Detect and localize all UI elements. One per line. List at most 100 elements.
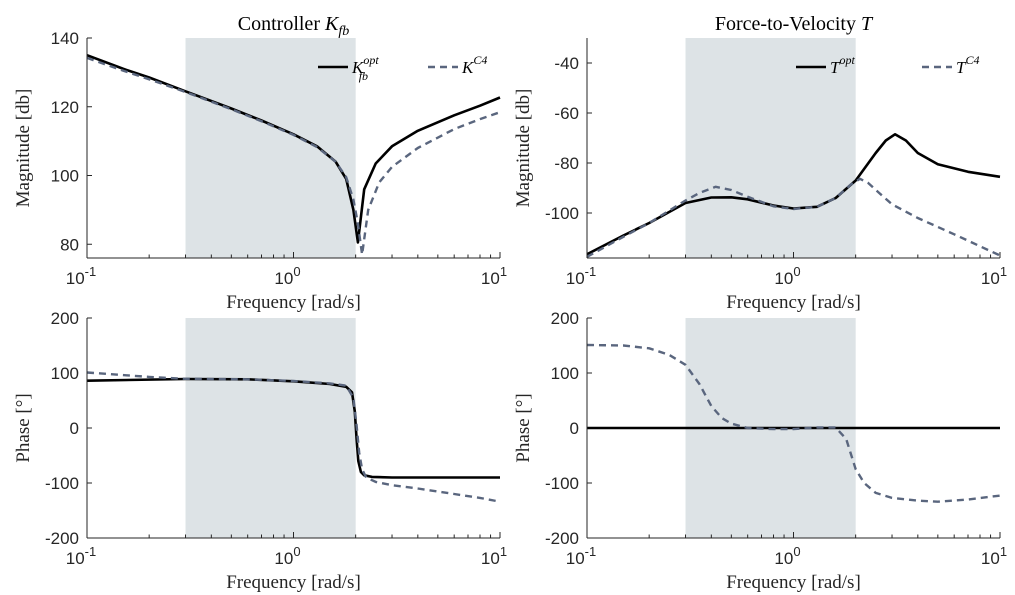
x-tick-label: 10-1 [66, 544, 96, 568]
x-tick-exponent: 1 [1000, 264, 1007, 279]
x-tick-base: 10 [981, 549, 1000, 568]
y-tick-label: 140 [51, 29, 79, 48]
x-tick-label: 101 [981, 544, 1007, 568]
x-tick-base: 10 [66, 269, 85, 288]
x-tick-base: 10 [774, 549, 793, 568]
legend-sup: opt [839, 53, 855, 67]
x-tick-base: 10 [481, 269, 500, 288]
x-tick-exponent: 0 [793, 264, 800, 279]
x-tick-label: 100 [774, 544, 800, 568]
y-tick-label: 100 [51, 167, 79, 186]
y-tick-label: -40 [554, 54, 579, 73]
series-c4-line [86, 371, 501, 503]
y-tick-label: -60 [554, 104, 579, 123]
x-tick-label: 10-1 [66, 264, 96, 288]
legend-label: Topt [830, 53, 855, 77]
shaded-band [685, 38, 856, 258]
title-math: T [861, 13, 874, 35]
x-ticks [586, 252, 1001, 258]
legend-sub: fb [359, 69, 368, 83]
series-c4-line [86, 56, 501, 256]
panel-title: Force-to-Velocity T [715, 13, 874, 35]
x-axis-label: Frequency [rad/s] [226, 292, 361, 313]
legend-sup: C4 [965, 53, 979, 67]
series-c4-line [586, 343, 1001, 503]
x-axis-label: Frequency [rad/s] [726, 572, 861, 593]
legend: Topt TC4 [796, 53, 979, 77]
y-tick-label: 200 [551, 309, 579, 328]
x-tick-base: 10 [274, 269, 293, 288]
x-ticks [86, 532, 501, 538]
title-math: K [324, 13, 340, 35]
y-tick-label: 0 [70, 419, 79, 438]
x-tick-base: 10 [66, 549, 85, 568]
title-subscript: fb [338, 24, 349, 39]
y-axis-label: Phase [°] [513, 393, 534, 462]
x-tick-exponent: 1 [500, 264, 507, 279]
y-tick-label: 0 [570, 419, 579, 438]
x-tick-label: 10-1 [566, 544, 596, 568]
y-tick-label: 80 [60, 235, 79, 254]
legend-main: T [956, 58, 967, 77]
x-tick-label: 100 [774, 264, 800, 288]
y-tick-label: -100 [545, 474, 579, 493]
y-tick-label: -80 [554, 154, 579, 173]
x-tick-exponent: -1 [85, 544, 97, 559]
x-tick-label: 10-1 [566, 264, 596, 288]
x-tick-exponent: -1 [585, 544, 597, 559]
y-tick-label: -100 [545, 204, 579, 223]
y-tick-label: -200 [45, 529, 79, 548]
x-ticks [586, 532, 1001, 538]
series-optimal-line [586, 133, 1001, 256]
x-tick-exponent: -1 [585, 264, 597, 279]
legend-label: KC4 [461, 53, 487, 77]
title-text: Force-to-Velocity [715, 13, 861, 35]
x-tick-base: 10 [566, 269, 585, 288]
legend-main: K [461, 58, 475, 77]
y-tick-label: 120 [51, 98, 79, 117]
legend-sup: opt [363, 53, 379, 67]
x-tick-base: 10 [481, 549, 500, 568]
legend-label: Kopt fb [351, 53, 379, 83]
x-tick-exponent: 0 [293, 264, 300, 279]
legend-main: T [830, 58, 841, 77]
legend-main: K [351, 58, 365, 77]
legend-label: TC4 [956, 53, 979, 77]
legend-sup: C4 [473, 53, 487, 67]
x-tick-exponent: 1 [1000, 544, 1007, 559]
x-tick-label: 101 [981, 264, 1007, 288]
y-tick-label: 200 [51, 309, 79, 328]
y-tick-label: -100 [45, 474, 79, 493]
x-tick-exponent: 1 [500, 544, 507, 559]
x-tick-exponent: 0 [793, 544, 800, 559]
y-axis-label: Magnitude [db] [513, 89, 534, 208]
y-tick-label: 100 [51, 364, 79, 383]
shaded-band [185, 318, 356, 538]
y-axis-label: Phase [°] [13, 393, 34, 462]
x-tick-label: 101 [481, 544, 507, 568]
y-tick-label: -200 [545, 529, 579, 548]
x-tick-base: 10 [566, 549, 585, 568]
x-tick-base: 10 [774, 269, 793, 288]
x-tick-base: 10 [274, 549, 293, 568]
y-axis-label: Magnitude [db] [13, 89, 34, 208]
x-tick-base: 10 [981, 269, 1000, 288]
x-ticks [86, 252, 501, 258]
series-c4-line [586, 177, 1001, 258]
x-tick-label: 100 [274, 544, 300, 568]
x-tick-label: 100 [274, 264, 300, 288]
y-tick-label: 100 [551, 364, 579, 383]
x-axis-label: Frequency [rad/s] [726, 292, 861, 313]
x-tick-label: 101 [481, 264, 507, 288]
x-tick-exponent: 0 [293, 544, 300, 559]
legend: Kopt fb KC4 [318, 53, 487, 83]
x-axis-label: Frequency [rad/s] [226, 572, 361, 593]
title-text: Controller [238, 13, 325, 35]
shaded-band [185, 38, 356, 258]
x-tick-exponent: -1 [85, 264, 97, 279]
